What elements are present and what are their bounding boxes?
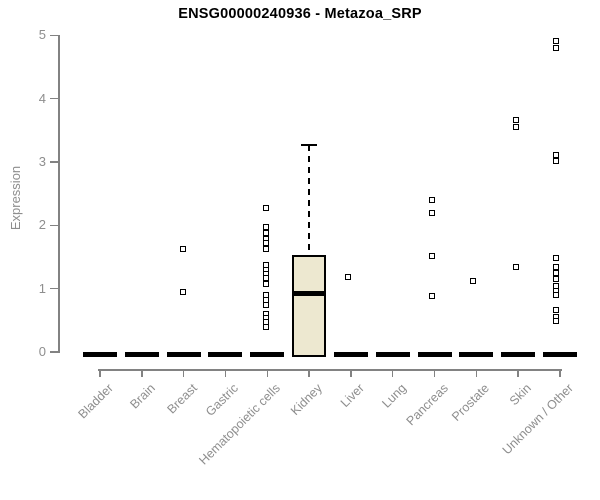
x-axis-tick — [99, 369, 101, 377]
y-tick-label: 2 — [38, 217, 46, 233]
outlier-point — [263, 224, 270, 231]
x-axis-tick — [308, 369, 310, 377]
zero-median-bar — [501, 352, 536, 357]
zero-median-bar — [166, 352, 201, 357]
whisker-line — [308, 144, 311, 256]
x-axis-tick — [559, 369, 561, 377]
outlier-point — [263, 323, 270, 330]
outlier-point — [263, 281, 270, 288]
zero-median-bar — [542, 352, 577, 357]
zero-median-bar — [333, 352, 368, 357]
outlier-point — [263, 229, 270, 236]
y-tick-label: 0 — [38, 344, 46, 359]
x-axis-tick — [475, 369, 478, 377]
y-axis-tick — [50, 351, 58, 353]
zero-median-bar — [250, 352, 285, 357]
chart-title: ENSG00000240936 - Metazoa_SRP — [178, 6, 422, 22]
outlier-point — [513, 264, 520, 271]
x-axis-tick — [391, 369, 394, 377]
y-axis-tick — [50, 161, 58, 163]
y-axis-tick — [50, 97, 58, 100]
outlier-point — [552, 270, 559, 277]
zero-median-bar — [124, 352, 159, 357]
outlier-point — [263, 274, 270, 281]
y-tick-label: 3 — [38, 154, 46, 169]
outlier-point — [552, 307, 559, 314]
outlier-point — [552, 264, 559, 271]
outlier-point — [263, 240, 270, 247]
x-axis-tick — [433, 369, 436, 377]
zero-median-bar — [83, 352, 117, 357]
box — [292, 255, 327, 357]
y-axis-tick — [50, 34, 58, 37]
x-axis-tick — [517, 369, 519, 377]
outlier-point — [513, 116, 520, 123]
x-axis-tick — [266, 369, 269, 377]
outlier-point — [552, 317, 559, 324]
x-axis-line — [98, 369, 562, 371]
x-axis-tick — [224, 369, 227, 377]
outlier-point — [428, 210, 435, 217]
y-tick-label: 4 — [38, 90, 46, 106]
outlier-point — [263, 205, 270, 212]
outlier-point — [513, 123, 520, 130]
y-tick-label: 5 — [38, 27, 46, 43]
y-tick-label: 1 — [38, 280, 46, 296]
box-median-line — [292, 290, 327, 296]
x-axis-tick — [141, 369, 143, 377]
y-axis-tick — [50, 287, 58, 290]
outlier-point — [552, 38, 559, 45]
outlier-point — [552, 45, 559, 52]
outlier-point — [428, 197, 435, 203]
zero-median-bar — [417, 352, 452, 357]
y-axis-line — [58, 35, 60, 353]
outlier-point — [428, 293, 435, 300]
outlier-point — [263, 302, 270, 309]
outlier-point — [263, 245, 270, 252]
zero-median-bar — [459, 352, 494, 357]
outlier-point — [428, 253, 435, 260]
zero-median-bar — [375, 352, 410, 357]
outlier-point — [552, 158, 559, 165]
outlier-point — [179, 288, 186, 295]
x-axis-tick — [350, 369, 352, 377]
outlier-point — [552, 292, 559, 298]
whisker-cap — [301, 143, 318, 146]
outlier-point — [179, 245, 186, 252]
outlier-point — [552, 152, 559, 159]
outlier-point — [470, 278, 477, 285]
x-axis-tick — [182, 369, 185, 377]
y-axis-tick — [50, 224, 58, 227]
outlier-point — [552, 255, 559, 262]
zero-median-bar — [208, 352, 243, 357]
outlier-point — [344, 274, 351, 281]
outlier-point — [552, 276, 559, 283]
